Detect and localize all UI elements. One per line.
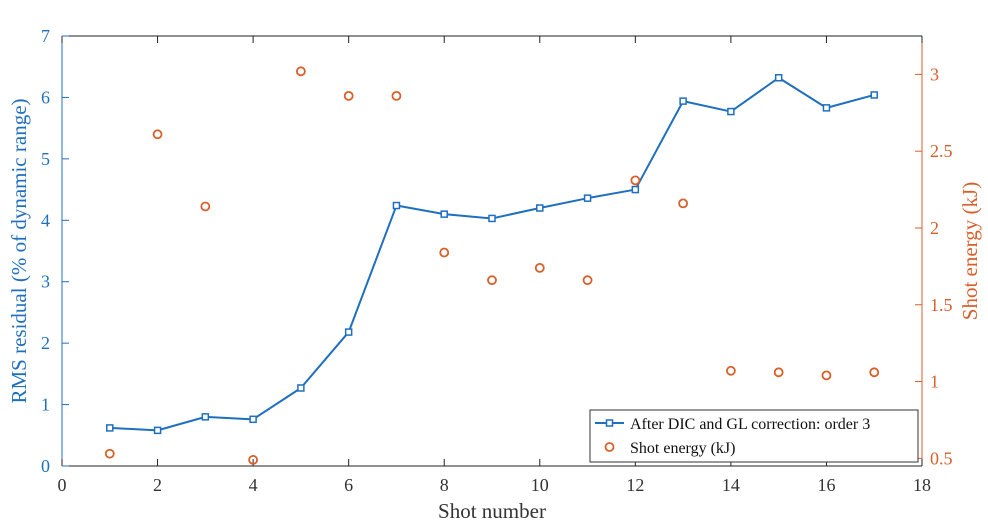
energy-point [391, 90, 402, 101]
energy-point [773, 367, 784, 378]
residual-point [201, 413, 210, 421]
left-y-tick-label: 1 [41, 395, 50, 415]
residual-point [249, 415, 257, 424]
x-axis-label: Shot number [438, 499, 546, 523]
x-tick-label: 10 [531, 475, 549, 495]
left-y-axis-label: RMS residual (% of dynamic range) [7, 98, 31, 403]
residual-point [536, 204, 544, 212]
right-y-tick-label: 0.5 [930, 448, 953, 468]
residual-point [583, 194, 592, 202]
left-y-tick-label: 5 [41, 149, 50, 169]
energy-point [678, 198, 689, 209]
residual-point [822, 104, 831, 112]
energy-point [152, 129, 163, 140]
residual-point [297, 384, 305, 392]
left-y-tick-label: 7 [41, 26, 50, 46]
legend: After DIC and GL correction: order 3 Sho… [589, 409, 919, 463]
left-y-tick-label: 6 [41, 87, 50, 107]
right-y-tick-label: 2.5 [930, 141, 953, 161]
residual-point [344, 328, 353, 336]
legend-circle-marker [604, 442, 615, 452]
energy-point [582, 275, 593, 286]
energy-point [104, 448, 115, 459]
energy-point [343, 90, 354, 101]
marks [104, 66, 880, 465]
left-y-tick-label: 3 [41, 272, 50, 292]
residual-point [774, 74, 783, 82]
energy-point [439, 247, 450, 258]
x-tick-label: 6 [344, 475, 353, 495]
residual-point [727, 107, 735, 116]
x-tick-label: 16 [817, 475, 835, 495]
residual-point [679, 97, 687, 105]
residual-point [392, 201, 401, 210]
legend-square-marker [605, 419, 614, 427]
x-tick-label: 14 [722, 475, 740, 495]
residual-point [106, 424, 114, 432]
energy-point [630, 175, 641, 186]
right-y-tick-label: 1 [930, 372, 939, 392]
left-y-tick-label: 0 [41, 456, 50, 476]
legend-label-residual: After DIC and GL correction: order 3 [630, 416, 870, 433]
x-tick-label: 12 [626, 475, 644, 495]
energy-point [200, 201, 211, 212]
plot-area [62, 36, 922, 466]
x-tick-label: 2 [153, 475, 162, 495]
left-y-tick-label: 2 [41, 333, 50, 353]
residual-point [631, 185, 640, 194]
legend-label-energy: Shot energy (kJ) [630, 440, 735, 457]
energy-point [487, 275, 497, 286]
x-tick-label: 18 [913, 475, 931, 495]
energy-point [869, 367, 880, 378]
energy-point [534, 262, 545, 273]
x-tick-label: 0 [58, 475, 67, 495]
legend-box [589, 409, 919, 463]
x-tick-label: 4 [249, 475, 258, 495]
x-tick-label: 8 [440, 475, 449, 495]
right-y-tick-label: 3 [930, 64, 939, 84]
right-y-tick-label: 1.5 [930, 295, 953, 315]
residual-point [153, 426, 162, 435]
energy-point [295, 66, 306, 77]
residual-point [488, 214, 496, 223]
right-y-axis-label: Shot energy (kJ) [958, 182, 982, 320]
right-y-tick-label: 2 [930, 218, 939, 238]
left-y-tick-label: 4 [41, 210, 50, 230]
energy-point [821, 370, 832, 381]
energy-point [248, 454, 259, 465]
energy-point [725, 365, 736, 376]
residual-point [440, 210, 448, 218]
residual-point [870, 91, 878, 99]
